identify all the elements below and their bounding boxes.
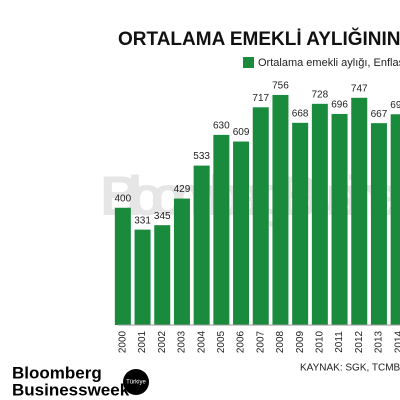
x-tick-label: 2014 (393, 330, 400, 353)
bar (114, 207, 131, 325)
edition-label: Türkiye (126, 380, 146, 386)
value-label: 533 (193, 151, 210, 162)
x-tick-label: 2003 (177, 330, 188, 353)
x-tick-label: 2011 (334, 331, 345, 353)
value-label: 747 (351, 83, 368, 94)
x-tick-label: 2012 (354, 330, 365, 353)
bar (390, 114, 400, 325)
value-label: 667 (371, 109, 388, 120)
value-label: 696 (331, 100, 348, 111)
bar (134, 229, 151, 325)
edition-badge (123, 369, 149, 395)
x-tick-label: 2009 (295, 330, 306, 353)
legend-swatch (243, 57, 254, 68)
bar (154, 225, 171, 325)
legend-label: Ortalama emekli aylığı, Enflasyon (258, 57, 400, 69)
x-tick-label: 2005 (216, 330, 227, 353)
value-label: 668 (292, 108, 309, 119)
value-label: 695 (390, 100, 400, 111)
x-tick-label: 2013 (374, 330, 385, 353)
bar (233, 141, 250, 325)
bar (331, 113, 348, 325)
source: KAYNAK: SGK, TCMB, (300, 363, 400, 374)
value-label: 429 (174, 184, 191, 195)
x-tick-label: 2002 (157, 330, 168, 353)
brand: Businessweek (12, 380, 130, 399)
value-label: 609 (233, 127, 250, 138)
bar (193, 165, 210, 325)
value-label: 717 (252, 93, 269, 104)
x-tick-label: 2001 (137, 330, 148, 353)
bar (351, 97, 368, 326)
chart-title: ORTALAMA EMEKLİ AYLIĞININ D (118, 28, 400, 50)
value-label: 630 (213, 121, 230, 132)
bar (173, 198, 190, 325)
value-label: 728 (312, 89, 329, 100)
value-label: 756 (272, 81, 289, 92)
x-tick-label: 2004 (196, 330, 207, 353)
bar (252, 107, 269, 325)
value-label: 400 (115, 193, 132, 204)
brand: Bloomberg (12, 363, 102, 382)
x-tick-label: 2000 (117, 330, 128, 353)
bar (272, 94, 289, 325)
bar (213, 134, 230, 325)
bar (311, 103, 328, 325)
x-tick-label: 2006 (236, 330, 247, 353)
bar (370, 123, 387, 326)
watermark: Bloomberg Businessweek (100, 164, 400, 227)
x-tick-label: 2007 (255, 330, 266, 353)
value-label: 331 (134, 215, 151, 226)
x-tick-label: 2008 (275, 330, 286, 353)
value-label: 345 (154, 211, 171, 222)
bar (292, 122, 309, 325)
x-tick-label: 2010 (314, 330, 325, 353)
